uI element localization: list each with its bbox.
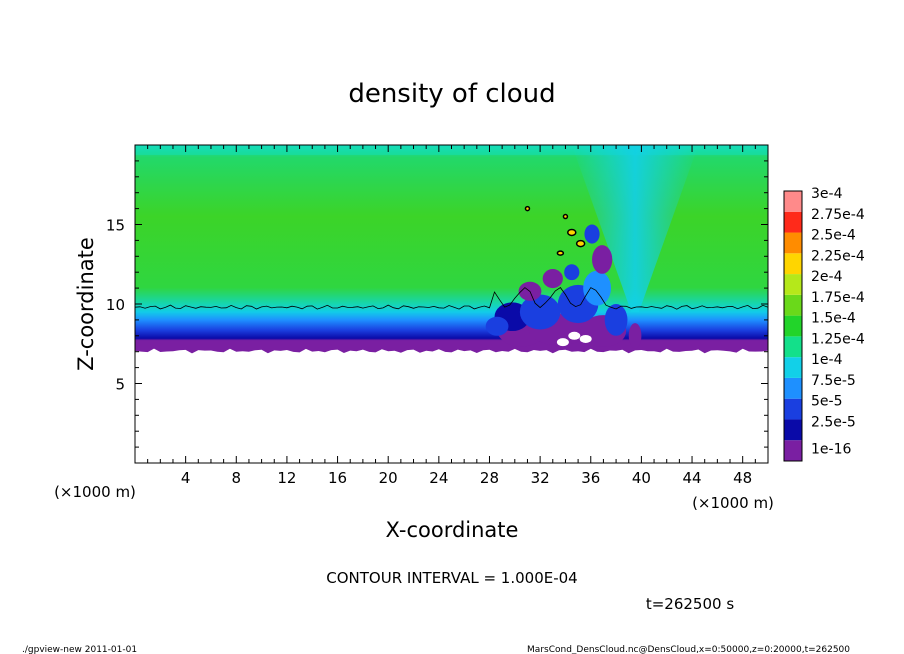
convective-blob xyxy=(519,294,561,330)
legend-swatch xyxy=(784,191,802,212)
footer-right: MarsCond_DensCloud.nc@DensCloud,x=0:5000… xyxy=(527,645,850,654)
convective-blobs xyxy=(485,224,642,349)
contour-interval: CONTOUR INTERVAL = 1.000E-04 xyxy=(326,569,577,587)
x-tick-label: 24 xyxy=(429,469,448,487)
convective-blob xyxy=(592,245,613,274)
contour-loop xyxy=(562,213,569,220)
cloud-bottom-jagged xyxy=(135,348,768,354)
legend-label: 1.25e-4 xyxy=(811,331,865,347)
legend-swatch xyxy=(784,315,802,337)
legend-label: 2e-4 xyxy=(811,269,843,285)
legend-label: 2.5e-4 xyxy=(811,228,856,244)
y-tick-label: 10 xyxy=(106,296,125,314)
x-axis: 4 8 12 16 20 24 28 32 36 40 44 48 xyxy=(134,145,769,487)
convective-blob xyxy=(583,270,612,306)
cloud-bottom-edge xyxy=(135,348,768,354)
legend-label: 2.5e-5 xyxy=(811,414,856,430)
convective-blob xyxy=(604,304,628,336)
chart-title: density of cloud xyxy=(348,79,555,109)
cloud-top-band xyxy=(135,145,768,155)
legend-swatch xyxy=(784,440,802,461)
convective-blob xyxy=(564,264,580,281)
x-tick-label: 28 xyxy=(480,469,499,487)
contour-line xyxy=(135,287,768,310)
legend-label: 1.75e-4 xyxy=(811,290,865,306)
legend-label: 3e-4 xyxy=(811,186,843,202)
legend-label: 1e-16 xyxy=(811,442,851,458)
contour-loop xyxy=(524,205,531,212)
time-label: t=262500 s xyxy=(646,595,734,613)
x-unit-right: (×1000 m) xyxy=(692,494,774,512)
legend-label: 5e-5 xyxy=(811,394,842,410)
footer-left: ./gpview-new 2011-01-01 xyxy=(22,645,137,654)
y-tick-label: 5 xyxy=(115,376,125,394)
convective-blob xyxy=(584,224,600,244)
clear-gap xyxy=(568,331,581,340)
x-tick-label: 16 xyxy=(328,469,347,487)
contour-loop xyxy=(575,239,586,248)
legend-swatch xyxy=(784,357,802,378)
x-tick-label: 48 xyxy=(733,469,752,487)
legend-label: 2.75e-4 xyxy=(811,207,865,223)
legend-swatch xyxy=(784,419,802,441)
plot-area xyxy=(135,145,768,354)
legend-label: 1e-4 xyxy=(811,352,843,368)
x-tick-label: 12 xyxy=(277,469,296,487)
x-tick-label: 4 xyxy=(181,469,191,487)
legend-swatch xyxy=(784,294,802,316)
legend-label: 7.5e-5 xyxy=(811,373,856,389)
legend-swatch xyxy=(784,232,802,254)
contour-loop xyxy=(567,228,577,237)
x-axis-label: X-coordinate xyxy=(386,518,519,542)
legend-frame xyxy=(783,190,803,462)
x-tick-label: 32 xyxy=(531,469,550,487)
x-tick-label: 44 xyxy=(682,469,701,487)
legend-swatch xyxy=(784,336,802,358)
y-tick-label: 15 xyxy=(106,217,125,235)
x-tick-label: 8 xyxy=(232,469,242,487)
contour-loop xyxy=(556,250,565,256)
legend-swatch xyxy=(784,253,802,275)
x-tick-label: 36 xyxy=(581,469,600,487)
y-axis-label: Z-coordinate xyxy=(74,237,98,371)
legend-swatch xyxy=(784,274,802,295)
clear-gap xyxy=(556,338,569,347)
x-tick-label: 20 xyxy=(379,469,398,487)
color-legend: 1e-16 2.5e-5 5e-5 7.5e-5 1e-4 1.25e-4 1.5e-4 1.… xyxy=(783,186,865,462)
x-tick-label: 40 xyxy=(632,469,651,487)
y-axis: 5 10 15 xyxy=(106,144,768,464)
legend-label: 1.5e-4 xyxy=(811,311,856,327)
legend-swatch xyxy=(784,211,802,233)
legend-swatch xyxy=(784,398,802,420)
convective-blob xyxy=(542,269,563,289)
clear-gap xyxy=(579,334,592,343)
contour-loops xyxy=(524,205,586,256)
updraft-wedge xyxy=(571,145,699,312)
x-unit-left: (×1000 m) xyxy=(54,483,136,501)
legend-label: 2.25e-4 xyxy=(811,248,865,264)
convective-blob xyxy=(628,323,642,349)
legend-swatch xyxy=(784,377,802,399)
convective-blob xyxy=(485,316,509,336)
